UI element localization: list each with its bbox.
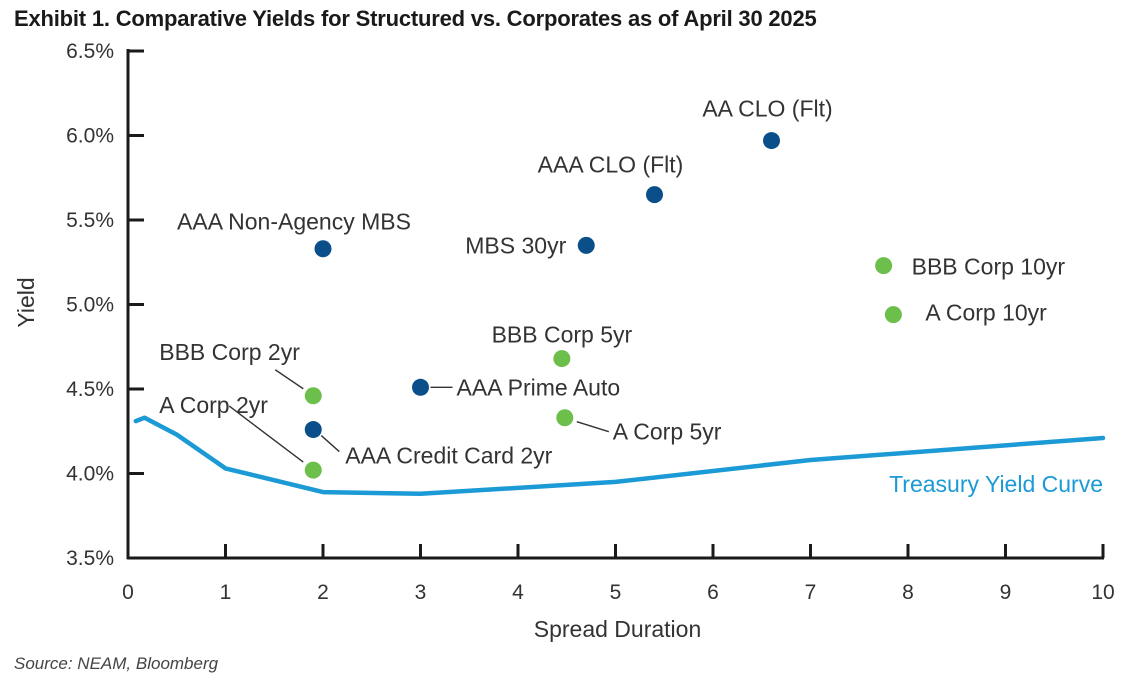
point-bbb-corp-10yr: [875, 257, 893, 275]
label-bbb-corp-5yr: BBB Corp 5yr: [492, 322, 633, 348]
label-aa-clo-flt: AA CLO (Flt): [702, 96, 832, 122]
y-tick-label-0: 3.5%: [66, 547, 114, 570]
label-aaa-non-agency-mbs: AAA Non-Agency MBS: [177, 209, 411, 235]
point-aa-clo-flt: [763, 132, 780, 150]
x-tick-label-9: 9: [1000, 581, 1012, 604]
treasury-curve-label: Treasury Yield Curve: [889, 471, 1103, 497]
leader-a-corp-5yr: [576, 421, 610, 433]
x-tick-label-6: 6: [707, 581, 719, 604]
leader-a-corp-2yr: [228, 405, 304, 463]
point-labels: AA CLO (Flt) AAA CLO (Flt) AAA Non-Agency …: [159, 96, 1065, 469]
point-bbb-corp-5yr: [553, 350, 571, 368]
x-tick-label-8: 8: [902, 581, 914, 604]
y-tick-label-5: 6.0%: [66, 125, 114, 148]
y-axis-title: Yield: [13, 277, 39, 327]
x-tick-label-0: 0: [122, 581, 134, 604]
x-tick-label-1: 1: [220, 581, 232, 604]
x-tick-label-3: 3: [415, 581, 427, 604]
label-bbb-corp-2yr: BBB Corp 2yr: [159, 339, 300, 365]
y-tick-label-3: 5.0%: [66, 294, 114, 317]
label-a-corp-2yr: A Corp 2yr: [159, 392, 268, 418]
x-tick-label-5: 5: [610, 581, 622, 604]
x-tick-label-4: 4: [512, 581, 524, 604]
label-a-corp-10yr: A Corp 10yr: [925, 300, 1047, 326]
label-bbb-corp-10yr: BBB Corp 10yr: [912, 254, 1066, 280]
x-axis-title: Spread Duration: [534, 616, 702, 642]
point-mbs-30yr: [577, 236, 595, 254]
treasury-yield-curve: [133, 415, 1106, 497]
point-aaa-prime-auto: [412, 378, 429, 396]
point-aaa-clo-flt: [646, 186, 663, 204]
x-tick-label-10: 10: [1091, 581, 1114, 604]
y-tick-label-6: 6.5%: [66, 40, 114, 63]
point-a-corp-2yr: [304, 461, 322, 479]
point-a-corp-10yr: [884, 306, 902, 324]
label-a-corp-5yr: A Corp 5yr: [613, 419, 722, 445]
y-tick-label-4: 5.5%: [66, 209, 114, 232]
y-tick-label-2: 4.5%: [66, 378, 114, 401]
treasury-curve-layer: Treasury Yield Curve: [133, 415, 1106, 497]
label-aaa-prime-auto: AAA Prime Auto: [457, 374, 621, 400]
label-mbs-30yr: MBS 30yr: [465, 232, 566, 258]
y-tick-label-1: 4.0%: [66, 463, 114, 486]
label-aaa-clo-flt: AAA CLO (Flt): [538, 152, 684, 178]
x-tick-label-2: 2: [317, 581, 329, 604]
chart-source: Source: NEAM, Bloomberg: [14, 654, 219, 673]
x-tick-label-7: 7: [805, 581, 817, 604]
leader-bbb-corp-2yr: [274, 369, 304, 390]
point-a-corp-5yr: [556, 409, 574, 427]
scatter-points: [304, 132, 902, 479]
point-aaa-non-agency-mbs: [314, 240, 332, 258]
leader-aaa-credit-card-2yr: [320, 435, 340, 453]
point-bbb-corp-2yr: [304, 387, 322, 405]
axis-ticks: 3.5% 4.0% 4.5% 5.0% 5.5% 6.0% 6.5% 0 1 2 3 4 5 6 7 8 9 10: [66, 40, 1115, 604]
chart-title: Exhibit 1. Comparative Yields for Struct…: [14, 6, 817, 31]
label-aaa-credit-card-2yr: AAA Credit Card 2yr: [345, 443, 552, 469]
point-aaa-credit-card-2yr: [304, 421, 322, 439]
